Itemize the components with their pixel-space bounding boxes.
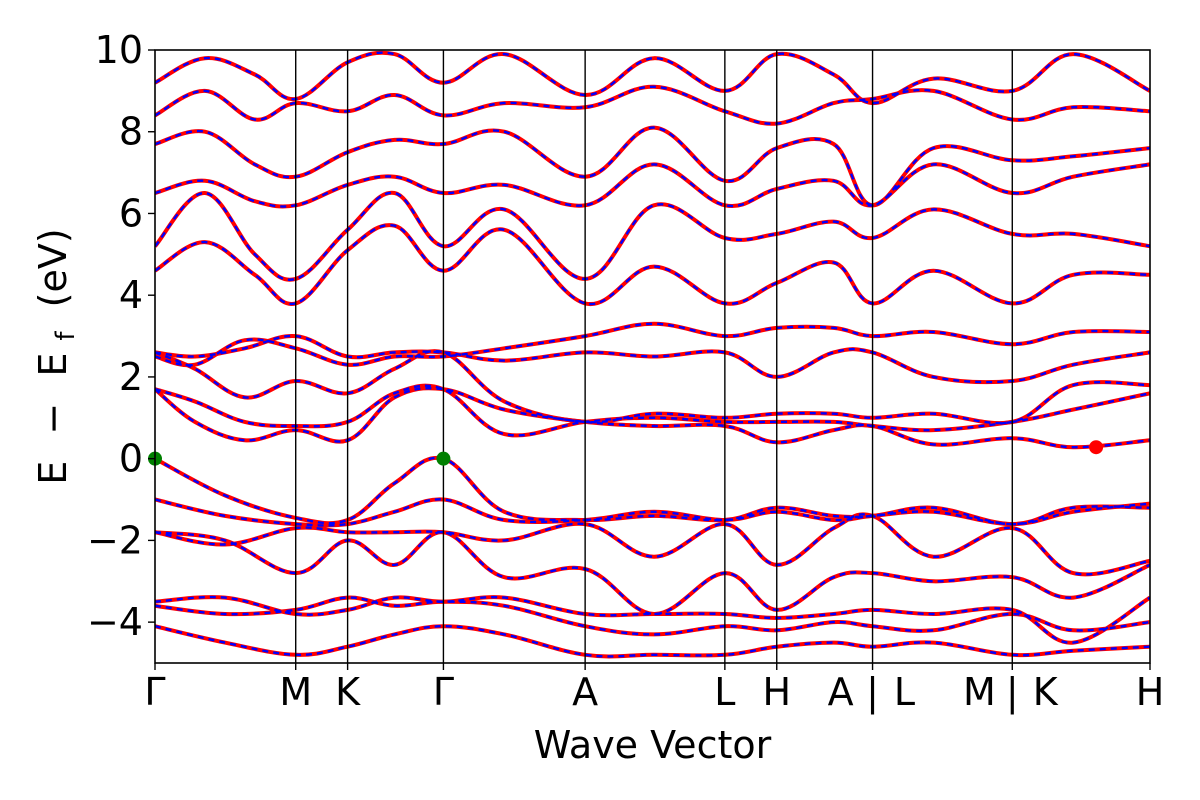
x-tick-label-9: L xyxy=(894,670,915,714)
x-tick-label-12: K xyxy=(1033,670,1059,714)
band-v7-line xyxy=(155,624,1150,659)
band-v4-dashed-line xyxy=(155,530,1150,616)
x-tick-label-6: H xyxy=(762,670,791,714)
y-tick-label-4: 2 xyxy=(119,355,143,399)
x-tick-label-13: H xyxy=(1136,670,1165,714)
y-tick-label-6: −2 xyxy=(87,518,143,562)
x-tick-label-4: A xyxy=(572,670,598,714)
band-v2-dashed-line xyxy=(155,498,1150,527)
y-tick-label-0: 10 xyxy=(95,28,143,72)
x-tick-label-0: Γ xyxy=(144,670,165,714)
highlight-point-1 xyxy=(436,451,451,466)
band-c2-line xyxy=(155,383,1150,438)
bands-primary-series xyxy=(155,50,1150,659)
high-symmetry-lines xyxy=(295,50,1013,663)
x-tick-label-7: A xyxy=(828,670,854,714)
y-tick-label-3: 4 xyxy=(119,273,143,317)
band-v1-line xyxy=(155,455,1150,527)
y-axis-title-e2: E xyxy=(31,353,75,377)
y-axis-title: E − E f (eV) xyxy=(31,228,83,484)
y-axis-title-minus: − xyxy=(31,403,75,435)
plot-frame xyxy=(154,49,1151,664)
x-tick-label-1: M xyxy=(279,670,312,714)
band-c9-dashed-line xyxy=(155,126,1150,207)
band-v5-dashed-line xyxy=(155,595,1150,644)
x-tick-label-3: Γ xyxy=(433,670,454,714)
band-c7-dashed-line xyxy=(155,191,1150,281)
y-tick-label-5: 0 xyxy=(119,437,143,481)
x-tick-label-11: | xyxy=(1006,670,1019,715)
band-c6-line xyxy=(155,223,1150,306)
band-c8-line xyxy=(155,162,1150,209)
x-tick-label-5: L xyxy=(714,670,735,714)
band-v4-line xyxy=(155,530,1150,617)
band-c11-dashed-line xyxy=(155,51,1150,105)
band-c3-line xyxy=(155,349,1150,426)
band-v1-dashed-line xyxy=(155,456,1150,526)
x-tick-label-8: | xyxy=(866,670,879,715)
band-c8-dashed-line xyxy=(155,163,1150,208)
y-axis-ticks: 10 8 6 4 2 0 −2 −4 xyxy=(87,28,155,644)
band-v3-dashed-line xyxy=(155,513,1150,576)
y-tick-label-2: 6 xyxy=(119,191,143,235)
band-v6-dashed-line xyxy=(155,596,1150,636)
band-c5-dashed-line xyxy=(155,322,1150,367)
band-v7-dashed-line xyxy=(155,624,1150,658)
highlight-point-2 xyxy=(1089,440,1104,455)
x-axis-title: Wave Vector xyxy=(534,723,772,767)
y-tick-label-7: −4 xyxy=(87,600,143,644)
band-c5-line xyxy=(155,321,1150,368)
x-axis-ticks: Γ M K Γ A L H A | L M | K H xyxy=(144,663,1164,715)
x-tick-label-2: K xyxy=(335,670,361,714)
band-c6-dashed-line xyxy=(155,223,1150,306)
y-axis-title-sub: f xyxy=(51,331,81,341)
y-tick-label-1: 8 xyxy=(119,110,143,154)
x-tick-label-10: M xyxy=(963,670,996,714)
y-axis-title-e1: E xyxy=(31,461,75,485)
y-axis-title-unit: (eV) xyxy=(31,228,75,307)
